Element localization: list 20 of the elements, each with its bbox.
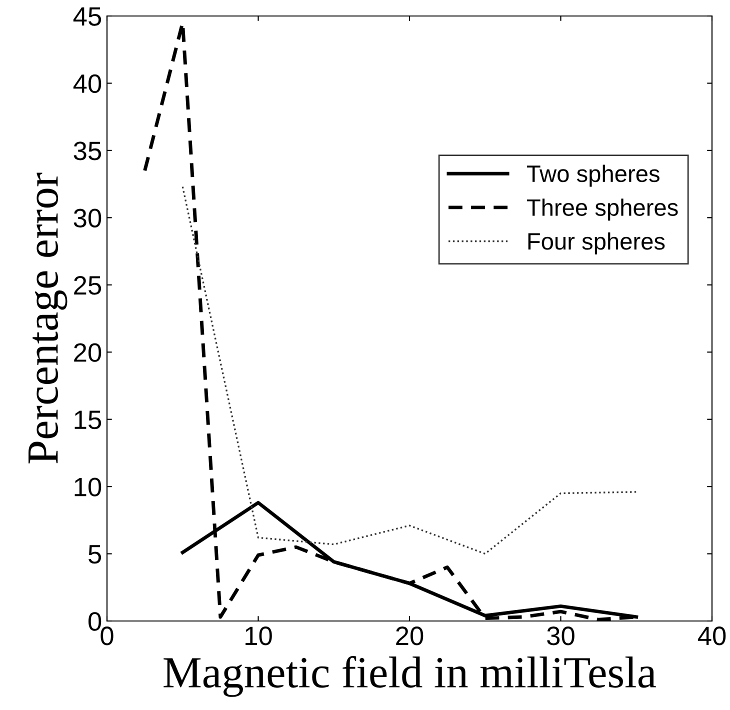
x-tick-label: 40: [698, 626, 726, 646]
y-tick-label: 5: [88, 545, 102, 564]
legend-label: Two spheres: [526, 164, 660, 187]
y-tick-label: 10: [74, 478, 102, 496]
y-tick-label: 25: [74, 276, 102, 295]
x-axis-title: Magnetic field in milliTesla: [164, 656, 656, 697]
x-tick-label: 10: [246, 626, 272, 646]
x-tick-label: 20: [396, 626, 424, 646]
legend-label: Four spheres: [528, 232, 665, 254]
y-axis-title: Percentage error: [28, 172, 68, 464]
y-tick-label: 0: [88, 612, 102, 631]
x-tick-label: 0: [100, 626, 114, 646]
legend-label: Three spheres: [526, 198, 678, 221]
x-tick-label: 30: [547, 626, 574, 646]
y-tick-label: 45: [73, 7, 102, 26]
y-tick-label: 30: [74, 208, 102, 228]
y-tick-label: 35: [74, 142, 102, 160]
y-tick-label: 40: [73, 74, 102, 94]
y-tick-label: 15: [74, 410, 102, 430]
y-tick-label: 20: [74, 343, 102, 362]
